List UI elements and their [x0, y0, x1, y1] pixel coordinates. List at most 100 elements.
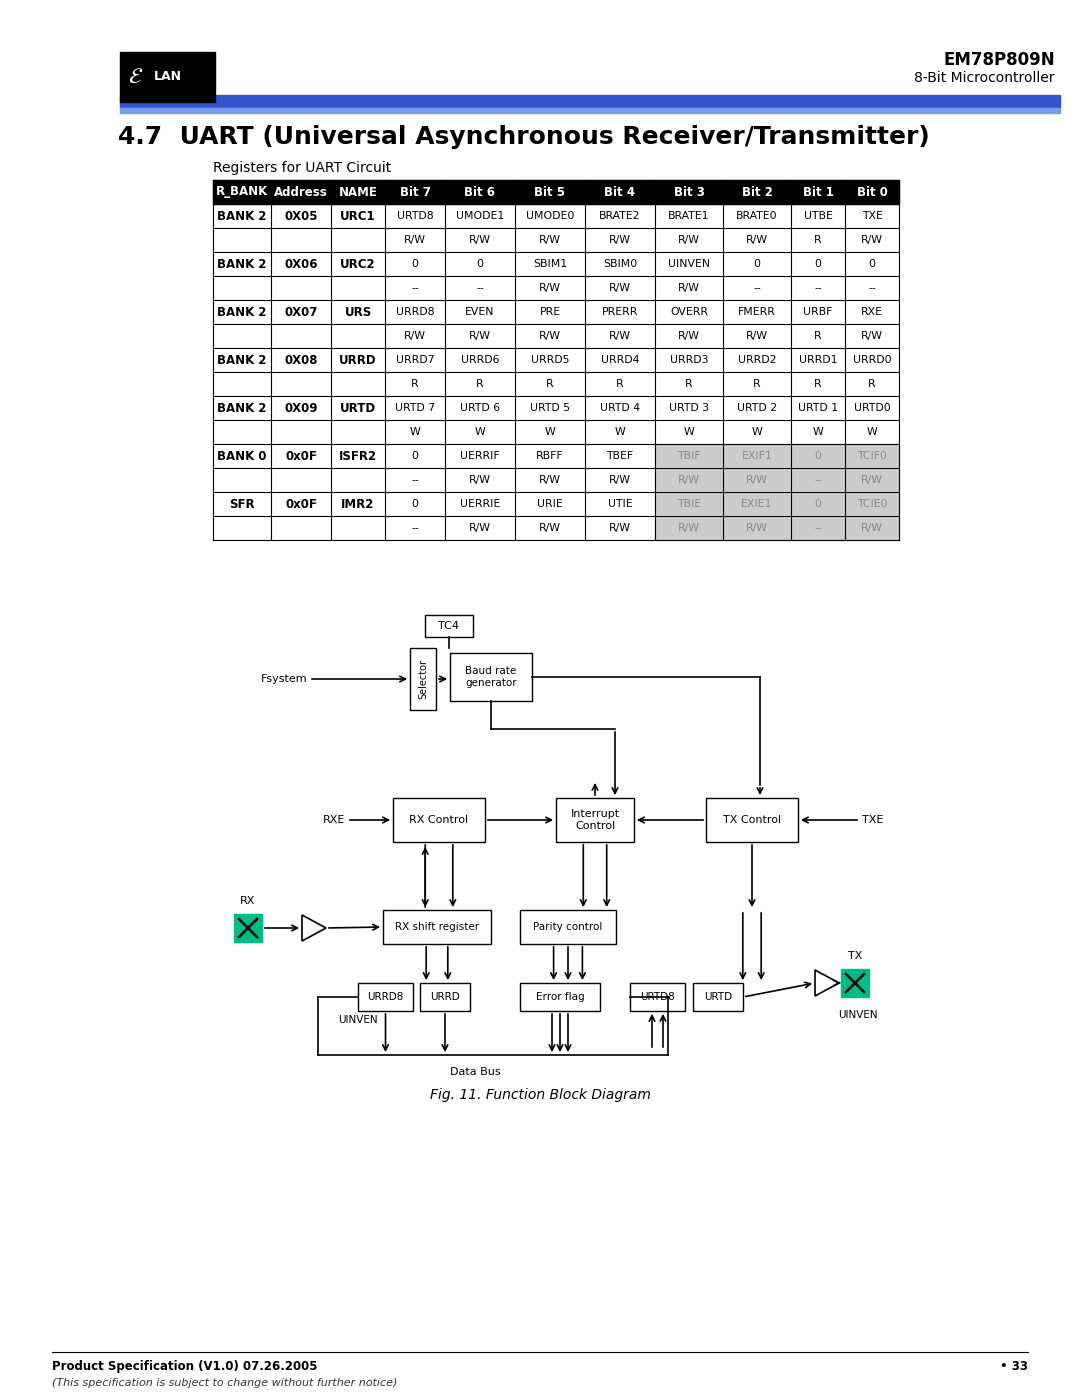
Bar — [213, 444, 899, 468]
Text: Product Specification (V1.0) 07.26.2005: Product Specification (V1.0) 07.26.2005 — [52, 1361, 318, 1373]
Bar — [213, 277, 899, 300]
Text: W: W — [812, 427, 823, 437]
Text: URRD8: URRD8 — [367, 992, 404, 1002]
Text: R/W: R/W — [539, 284, 561, 293]
Text: R/W: R/W — [746, 235, 768, 244]
Text: Selector: Selector — [418, 659, 428, 698]
Text: URRD7: URRD7 — [395, 355, 434, 365]
Text: EXIF1: EXIF1 — [742, 451, 772, 461]
Text: TBIE: TBIE — [677, 499, 701, 509]
Text: ISFR2: ISFR2 — [339, 450, 377, 462]
Text: W: W — [866, 427, 877, 437]
Bar — [654, 444, 723, 468]
Text: R/W: R/W — [609, 235, 631, 244]
Bar — [723, 492, 791, 515]
Text: TBEF: TBEF — [607, 451, 634, 461]
Bar — [120, 95, 1059, 108]
Bar — [519, 909, 616, 944]
Text: BRATE0: BRATE0 — [737, 211, 778, 221]
Text: URTD 7: URTD 7 — [395, 402, 435, 414]
Bar — [845, 492, 899, 515]
Text: UTIE: UTIE — [608, 499, 632, 509]
Bar — [213, 492, 899, 515]
Text: Baud rate
generator: Baud rate generator — [465, 666, 517, 687]
Text: BANK 2: BANK 2 — [217, 306, 267, 319]
Text: Fsystem: Fsystem — [260, 673, 307, 685]
Bar — [213, 395, 899, 420]
Text: --: -- — [868, 284, 876, 293]
Text: R/W: R/W — [539, 522, 561, 534]
Text: URS: URS — [345, 306, 372, 319]
Text: Bit 4: Bit 4 — [605, 186, 635, 198]
Bar — [213, 348, 899, 372]
Text: TXE: TXE — [862, 211, 882, 221]
Bar — [723, 468, 791, 492]
Text: URTD: URTD — [704, 992, 732, 1002]
Bar — [393, 798, 485, 842]
Text: W: W — [409, 427, 420, 437]
Bar — [841, 970, 869, 997]
Text: URTD 2: URTD 2 — [737, 402, 778, 414]
Text: R: R — [617, 379, 624, 388]
Text: FMERR: FMERR — [738, 307, 775, 317]
Text: --: -- — [814, 284, 822, 293]
Text: PRE: PRE — [539, 307, 561, 317]
Bar — [357, 983, 413, 1011]
Text: URBF: URBF — [804, 307, 833, 317]
Text: 0x0F: 0x0F — [285, 450, 316, 462]
Text: PRERR: PRERR — [602, 307, 638, 317]
Text: UMODE1: UMODE1 — [456, 211, 504, 221]
Text: R_BANK: R_BANK — [216, 186, 268, 198]
Text: Error flag: Error flag — [536, 992, 584, 1002]
Text: R/W: R/W — [746, 522, 768, 534]
Text: R: R — [868, 379, 876, 388]
Text: R/W: R/W — [609, 284, 631, 293]
Text: URC1: URC1 — [340, 210, 376, 222]
Text: --: -- — [476, 284, 484, 293]
Text: BANK 2: BANK 2 — [217, 401, 267, 415]
Text: R/W: R/W — [678, 331, 700, 341]
Text: TCIE0: TCIE0 — [856, 499, 888, 509]
Text: BANK 0: BANK 0 — [217, 450, 267, 462]
Text: 0x0F: 0x0F — [285, 497, 316, 510]
Bar — [213, 515, 899, 541]
Text: 0: 0 — [411, 258, 419, 270]
Bar — [213, 324, 899, 348]
Text: URRD1: URRD1 — [799, 355, 837, 365]
Text: TBIF: TBIF — [677, 451, 701, 461]
Text: 0: 0 — [411, 451, 419, 461]
Text: Registers for UART Circuit: Registers for UART Circuit — [213, 161, 391, 175]
Bar — [845, 468, 899, 492]
Text: $\mathcal{E}$: $\mathcal{E}$ — [129, 67, 144, 87]
Text: W: W — [684, 427, 694, 437]
Text: TX Control: TX Control — [723, 814, 781, 826]
Bar — [654, 468, 723, 492]
Bar — [213, 251, 899, 277]
Text: Bit 5: Bit 5 — [535, 186, 566, 198]
Text: UTBE: UTBE — [804, 211, 833, 221]
Bar — [213, 300, 899, 324]
Bar — [213, 180, 899, 204]
Text: R: R — [411, 379, 419, 388]
Text: URTD: URTD — [340, 401, 376, 415]
Text: 0: 0 — [814, 258, 822, 270]
Bar — [630, 983, 685, 1011]
Bar — [120, 52, 215, 102]
Text: URTD 3: URTD 3 — [669, 402, 710, 414]
Text: W: W — [615, 427, 625, 437]
Text: W: W — [752, 427, 762, 437]
Bar — [845, 444, 899, 468]
Text: R/W: R/W — [469, 331, 491, 341]
Text: URRD8: URRD8 — [395, 307, 434, 317]
Text: 0: 0 — [814, 451, 822, 461]
Bar — [120, 108, 1059, 113]
Bar — [383, 909, 491, 944]
Text: URRD: URRD — [339, 353, 377, 366]
Text: R/W: R/W — [861, 235, 883, 244]
Text: Bit 6: Bit 6 — [464, 186, 496, 198]
Bar — [410, 648, 436, 710]
Text: UINVEN: UINVEN — [838, 1010, 878, 1020]
Text: UERRIE: UERRIE — [460, 499, 500, 509]
Text: R/W: R/W — [609, 522, 631, 534]
Text: --: -- — [814, 522, 822, 534]
